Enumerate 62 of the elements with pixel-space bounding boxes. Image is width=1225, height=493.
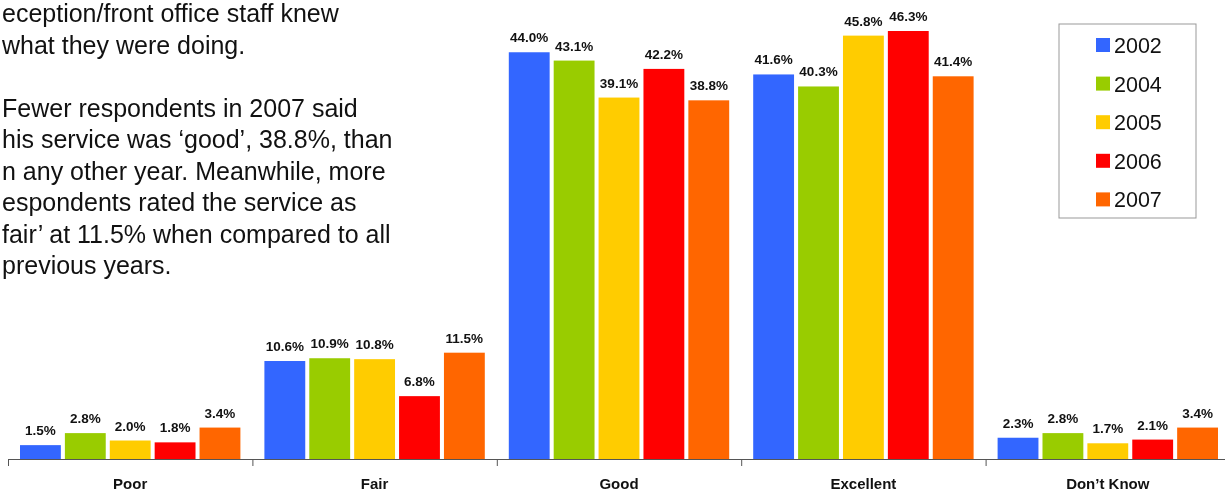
data-label: 41.6%: [754, 52, 793, 68]
bar: [688, 100, 730, 459]
legend-label: 2002: [1114, 34, 1162, 58]
bar: [20, 445, 61, 459]
data-label: 2.1%: [1137, 417, 1169, 433]
bar: [798, 86, 839, 459]
annotation: Fewer respondents in 2007 said his service was ‘good’, 38.8%, than n any other year. Meanwhile, more espondents rated the service as fair’ at 11.5% when compared to all previous years.: [2, 93, 393, 279]
bar: [1087, 443, 1129, 459]
data-label: 45.8%: [844, 13, 883, 29]
data-label: 41.4%: [934, 54, 973, 70]
bar: [443, 352, 485, 459]
bar: [643, 68, 685, 459]
data-label: 10.8%: [355, 337, 394, 353]
data-label: 1.8%: [159, 420, 191, 436]
data-label: 10.6%: [265, 339, 304, 355]
bar: [354, 359, 396, 459]
data-label: 10.9%: [310, 336, 349, 352]
bar: [154, 442, 196, 459]
data-label: 39.1%: [599, 75, 639, 91]
data-label: 2.3%: [1002, 415, 1034, 431]
legend-label: 2006: [1114, 149, 1162, 174]
data-label: 2.0%: [114, 418, 146, 434]
x-tick-label: Excellent: [830, 475, 897, 492]
bar: [508, 52, 550, 459]
bar: [1177, 427, 1218, 459]
bar: [399, 396, 440, 459]
legend-label: 2007: [1114, 188, 1162, 213]
bar: [598, 97, 640, 459]
bar: [753, 74, 795, 459]
data-label: 2.8%: [1047, 411, 1079, 427]
data-label: 46.3%: [889, 9, 928, 24]
x-tick-label: Poor: [113, 475, 148, 492]
data-label: 3.4%: [1182, 405, 1213, 421]
legend-label: 2004: [1114, 72, 1162, 97]
x-tick-label: Fair: [360, 475, 389, 492]
data-label: 40.3%: [799, 64, 838, 80]
data-label: 38.8%: [689, 78, 728, 94]
bar: [1042, 433, 1084, 459]
bar: [64, 433, 106, 459]
bar: [264, 361, 306, 459]
bar: [932, 76, 974, 459]
data-label: 1.7%: [1092, 421, 1124, 437]
data-label: 1.5%: [25, 423, 56, 439]
bar: [553, 60, 595, 459]
data-label: 11.5%: [445, 330, 484, 346]
data-label: 3.4%: [204, 405, 236, 421]
data-label: 44.0%: [510, 30, 549, 46]
bar: [842, 35, 884, 459]
bar: [309, 358, 351, 459]
bar: [997, 437, 1039, 459]
bar: [1132, 439, 1174, 459]
bar: [199, 427, 241, 459]
data-label: 6.8%: [404, 374, 435, 390]
annotation: eception/front office staff knew what they were doing.: [1, 0, 340, 59]
data-label: 43.1%: [554, 38, 594, 54]
data-label: 2.8%: [69, 411, 101, 427]
bar: [109, 440, 151, 459]
x-tick-label: Don’t Know: [1066, 475, 1150, 492]
data-label: 42.2%: [644, 46, 684, 62]
bar: [887, 31, 929, 459]
legend-label: 2005: [1114, 111, 1162, 136]
x-tick-label: Good: [599, 475, 639, 492]
